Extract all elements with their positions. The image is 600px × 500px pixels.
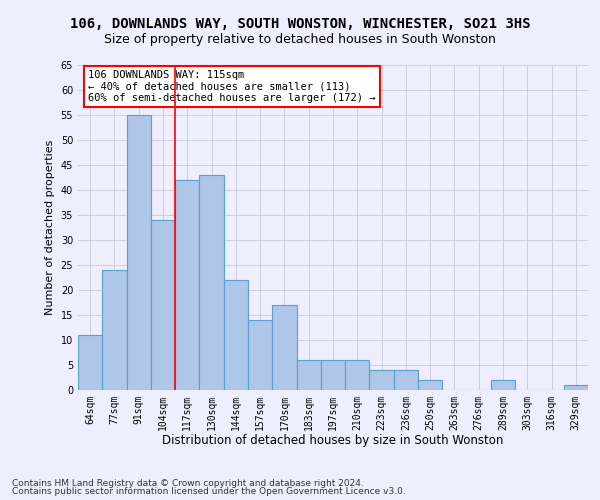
Bar — [345, 360, 370, 390]
Bar — [296, 360, 321, 390]
Text: Size of property relative to detached houses in South Wonston: Size of property relative to detached ho… — [104, 32, 496, 46]
Y-axis label: Number of detached properties: Number of detached properties — [45, 140, 55, 315]
Text: 106 DOWNLANDS WAY: 115sqm
← 40% of detached houses are smaller (113)
60% of semi: 106 DOWNLANDS WAY: 115sqm ← 40% of detac… — [88, 70, 376, 103]
Bar — [224, 280, 248, 390]
Bar — [370, 370, 394, 390]
Text: 106, DOWNLANDS WAY, SOUTH WONSTON, WINCHESTER, SO21 3HS: 106, DOWNLANDS WAY, SOUTH WONSTON, WINCH… — [70, 18, 530, 32]
Bar — [248, 320, 272, 390]
Bar — [151, 220, 175, 390]
Bar — [321, 360, 345, 390]
Bar — [78, 335, 102, 390]
Bar — [564, 385, 588, 390]
Bar — [102, 270, 127, 390]
Text: Contains HM Land Registry data © Crown copyright and database right 2024.: Contains HM Land Registry data © Crown c… — [12, 478, 364, 488]
X-axis label: Distribution of detached houses by size in South Wonston: Distribution of detached houses by size … — [163, 434, 503, 448]
Bar — [394, 370, 418, 390]
Bar — [418, 380, 442, 390]
Bar — [127, 115, 151, 390]
Bar — [175, 180, 199, 390]
Bar — [272, 305, 296, 390]
Bar — [199, 175, 224, 390]
Text: Contains public sector information licensed under the Open Government Licence v3: Contains public sector information licen… — [12, 487, 406, 496]
Bar — [491, 380, 515, 390]
